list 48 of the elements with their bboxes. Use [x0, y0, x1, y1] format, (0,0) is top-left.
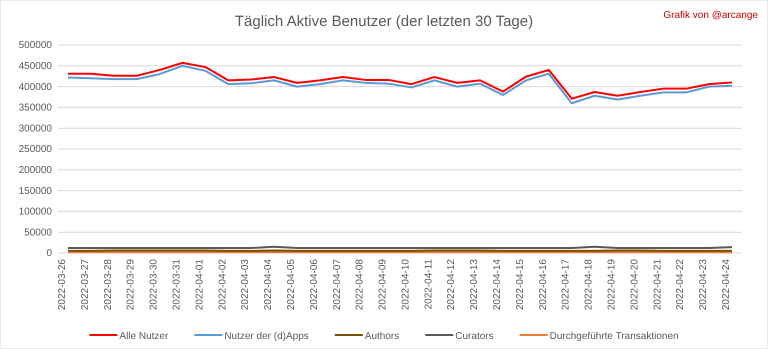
x-tick-label: 2022-04-16: [538, 258, 549, 310]
x-tick-label: 2022-03-27: [80, 258, 91, 310]
x-tick-label: 2022-04-04: [263, 258, 274, 310]
x-tick-label: 2022-04-18: [584, 258, 595, 310]
y-tick-label: 0: [46, 248, 52, 260]
y-tick-label: 150000: [18, 186, 52, 197]
x-tick-label: 2022-04-24: [721, 258, 732, 310]
legend-label: Authors: [364, 331, 400, 342]
y-tick-label: 100000: [18, 206, 52, 218]
x-tick-label: 2022-03-29: [126, 258, 137, 310]
y-tick-label: 300000: [18, 123, 52, 134]
x-tick-label: 2022-04-02: [217, 258, 228, 310]
x-tick-label: 2022-04-06: [308, 258, 320, 310]
x-tick-label: 2022-04-08: [354, 258, 366, 310]
x-tick-label: 2022-04-13: [469, 258, 480, 310]
legend-label: Curators: [455, 331, 494, 342]
x-tick-label: 2022-04-10: [400, 258, 412, 310]
x-tick-label: 2022-04-14: [492, 258, 504, 310]
text: Grafik von @arcange: [663, 10, 758, 21]
x-tick-label: 2022-04-03: [240, 258, 252, 310]
x-tick-label: 2022-04-01: [194, 258, 206, 310]
y-tick-label: 450000: [18, 61, 52, 72]
x-tick-label: 2022-03-26: [57, 258, 68, 310]
x-tick-label: 2022-04-15: [514, 258, 526, 310]
x-tick-label: 2022-04-23: [698, 258, 710, 310]
x-tick-label: 2022-03-28: [102, 258, 114, 310]
y-tick-label: 400000: [18, 82, 52, 93]
x-tick-label: 2022-04-07: [332, 258, 343, 310]
x-tick-label: 2022-03-30: [148, 258, 160, 310]
x-tick-label: 2022-04-22: [675, 258, 686, 310]
y-tick-label: 350000: [18, 102, 52, 114]
legend-label: Alle Nutzer: [119, 331, 169, 342]
x-tick-label: 2022-04-12: [446, 258, 458, 310]
x-tick-label: 2022-04-21: [652, 258, 664, 310]
y-tick-label: 50000: [24, 227, 52, 238]
chart-title: Täglich Aktive Benutzer (der letzten 30 Tage): [234, 13, 534, 30]
x-tick-label: 2022-04-17: [560, 258, 572, 310]
y-tick-label: 200000: [18, 165, 52, 176]
x-tick-label: 2022-04-20: [629, 258, 640, 310]
y-tick-label: 250000: [18, 144, 52, 156]
legend-label: Durchgeführte Transaktionen: [550, 331, 679, 342]
y-tick-label: 500000: [18, 40, 52, 52]
x-tick-label: 2022-04-19: [606, 258, 618, 310]
legend-label: Nutzer der (d)Apps: [224, 331, 309, 342]
x-tick-label: 2022-03-31: [171, 258, 182, 310]
x-tick-label: 2022-04-11: [423, 258, 434, 310]
x-tick-label: 2022-04-09: [378, 258, 389, 310]
x-tick-label: 2022-04-05: [286, 258, 297, 310]
